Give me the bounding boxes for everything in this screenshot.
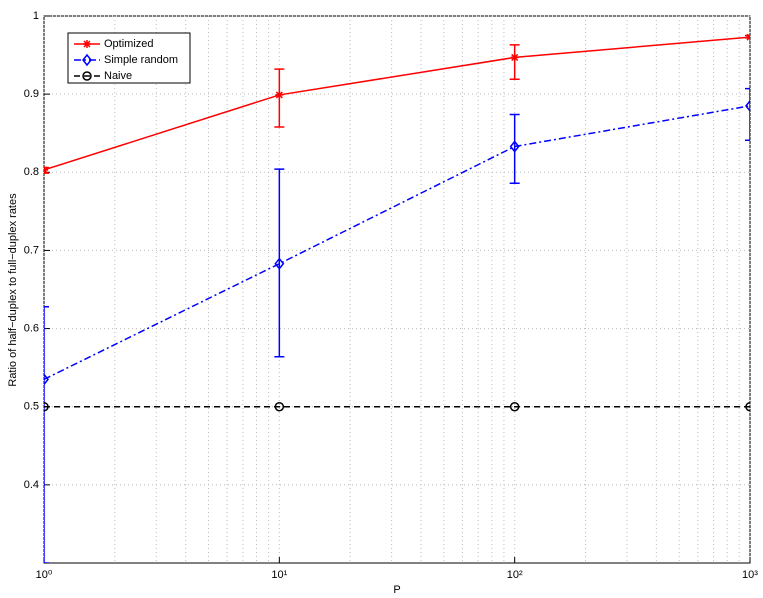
marker	[509, 140, 520, 153]
x-tick-label: 10¹	[271, 569, 287, 581]
x-tick-label: 10⁰	[36, 569, 53, 581]
marker	[274, 401, 285, 412]
series-line	[44, 105, 750, 381]
error-bar	[274, 168, 285, 358]
y-tick-label: 0.6	[24, 322, 39, 334]
marker	[745, 401, 750, 412]
y-tick-label: 0.7	[24, 244, 39, 256]
legend-box	[67, 32, 191, 84]
legend: Optimized Simple random Naive	[67, 32, 191, 84]
marker	[275, 90, 284, 99]
marker	[82, 71, 92, 81]
y-tick-label: 0.4	[24, 479, 39, 491]
marker	[509, 401, 520, 412]
error-bar	[509, 44, 520, 81]
marker	[746, 33, 750, 42]
marker	[82, 53, 92, 67]
y-tick-label: 0.8	[24, 166, 39, 178]
error-bar	[745, 34, 750, 39]
marker	[83, 40, 91, 48]
y-tick-label: 0.5	[24, 401, 39, 413]
plot-frame	[43, 15, 751, 564]
error-bar	[44, 305, 49, 563]
y-tick-label: 0.9	[24, 88, 39, 100]
error-bar	[745, 87, 750, 141]
error-bar	[509, 113, 520, 184]
legend-label: Naive	[104, 70, 132, 82]
y-tick-label: 1	[33, 10, 39, 22]
marker	[274, 257, 285, 270]
series-line	[44, 36, 750, 171]
marker	[44, 373, 49, 386]
legend-label: Simple random	[104, 54, 178, 66]
marker	[745, 99, 750, 113]
plot-area	[44, 33, 750, 563]
x-tick-label: 10³	[742, 569, 758, 581]
legend-label: Optimized	[104, 38, 154, 50]
x-axis-label: P	[393, 584, 400, 596]
x-tick-label: 10²	[507, 569, 523, 581]
marker	[44, 401, 49, 412]
marker	[44, 165, 48, 174]
marker	[510, 53, 519, 62]
y-axis-label: Ratio of half−duplex to full−duplex rate…	[7, 193, 19, 387]
